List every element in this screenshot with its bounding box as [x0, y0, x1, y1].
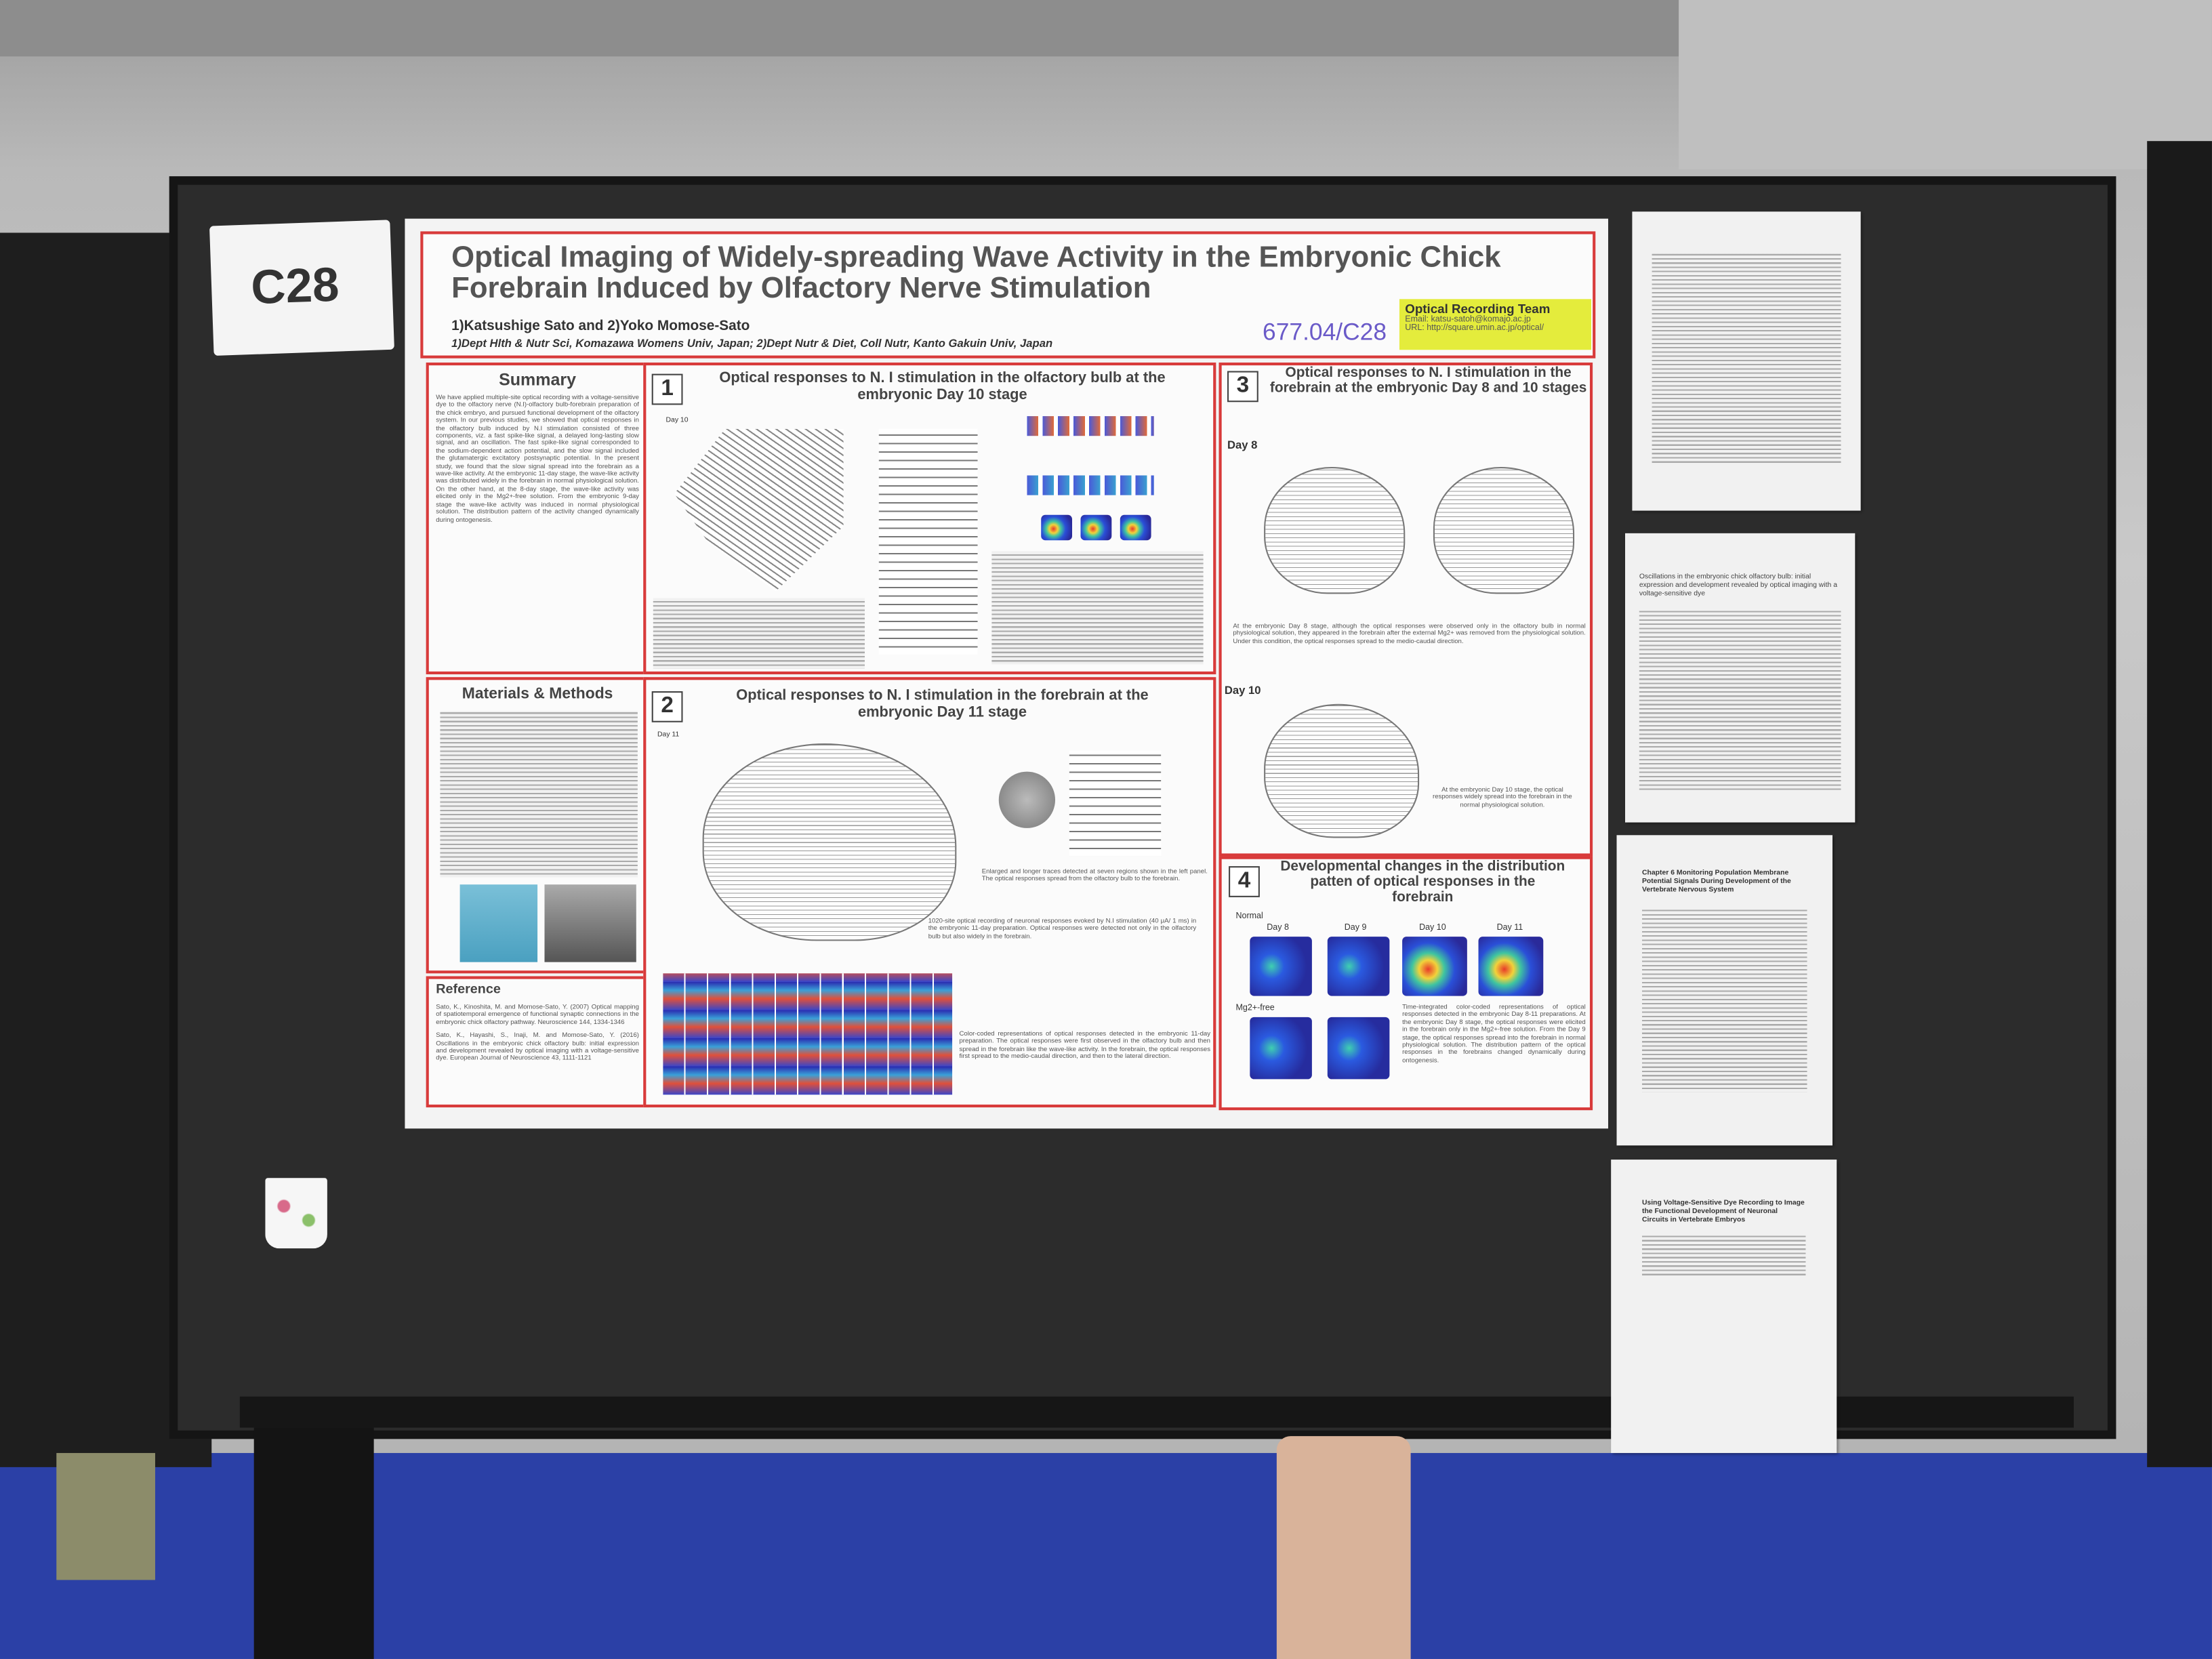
handout-text: [1639, 609, 1841, 793]
panel-title: Optical responses to N. I stimulation in…: [719, 369, 1166, 404]
panel-2: 2 Optical responses to N. I stimulation …: [643, 677, 1216, 1108]
summary-box: Summary We have applied multiple-site op…: [426, 362, 649, 675]
caption: 1020-site optical recording of neuronal …: [928, 917, 1197, 939]
color-map-strip: [1027, 416, 1154, 436]
traces: [878, 428, 978, 655]
column-label: Day 8: [1267, 924, 1289, 933]
column-label: Day 11: [1496, 924, 1523, 933]
person-left: [253, 1427, 374, 1659]
booth-label: C28: [250, 258, 340, 315]
heatmap: [1327, 937, 1390, 996]
methods-text: [440, 711, 638, 878]
column-label: Day 9: [1344, 924, 1367, 933]
summary-heading: Summary: [499, 369, 577, 390]
trace-map: [1433, 467, 1575, 594]
trace-map: [702, 743, 957, 941]
photo: [459, 884, 538, 962]
heatmap: [1041, 514, 1073, 541]
reference-item: Sato, K., Kinoshita, M. and Momose-Sato,…: [436, 1003, 639, 1025]
handout-title: Using Voltage-Sensitive Dye Recording to…: [1641, 1199, 1805, 1225]
brain-photo: [998, 771, 1056, 828]
wall: [1679, 0, 2212, 169]
caption-text: [991, 551, 1204, 665]
handout-title: Oscillations in the embryonic chick olfa…: [1639, 573, 1838, 598]
summary-text: We have applied multiple-site optical re…: [436, 393, 639, 523]
handout-text: [1641, 908, 1807, 1092]
heatmap: [1402, 937, 1467, 996]
right-board: [2147, 141, 2212, 1467]
day-label: Day 10: [665, 416, 689, 425]
panel-title: Developmental changes in the distributio…: [1280, 859, 1565, 906]
caption-text: [653, 598, 865, 669]
title-box: Optical Imaging of Widely-spreading Wave…: [420, 231, 1596, 359]
handout: Chapter 6 Monitoring Population Membrane…: [1616, 835, 1832, 1146]
handout-title: Chapter 6 Monitoring Population Membrane…: [1641, 869, 1791, 895]
reference-item: Sato, K., Hayashi, S., Inaji, M. and Mom…: [436, 1031, 639, 1062]
handout-text: [1641, 1235, 1806, 1278]
panel-4: 4 Developmental changes in the distribut…: [1218, 856, 1593, 1111]
team-url: URL: http://square.umin.ac.jp/optical/: [1405, 324, 1544, 333]
panel-1: 1 Optical responses to N. I stimulation …: [643, 362, 1216, 675]
row-label: Mg2+-free: [1235, 1004, 1275, 1013]
panel-title: Optical responses to N. I stimulation in…: [1269, 365, 1587, 396]
traces: [1069, 750, 1162, 857]
heatmap: [1120, 514, 1151, 541]
handout: [1632, 211, 1861, 511]
handout: Using Voltage-Sensitive Dye Recording to…: [1611, 1160, 1837, 1454]
heatmap: [1327, 1017, 1390, 1080]
booth-card: C28: [209, 220, 394, 356]
team-name: Optical Recording Team: [1405, 302, 1551, 316]
row-label: Normal: [1235, 912, 1263, 922]
caption: Color-coded representations of optical r…: [959, 1029, 1211, 1060]
reference-box: Reference Sato, K., Kinoshita, M. and Mo…: [426, 976, 649, 1108]
column-label: Day 10: [1419, 924, 1446, 933]
authors: 1)Katsushige Sato and 2)Yoko Momose-Sato: [451, 319, 750, 335]
methods-heading: Materials & Methods: [462, 685, 613, 703]
person-legs: [1276, 1436, 1411, 1659]
day-label: Day 10: [1224, 684, 1261, 697]
trace-map: [1264, 467, 1406, 594]
team-box: Optical Recording Team Email: katsu-sato…: [1399, 299, 1592, 350]
handout: Oscillations in the embryonic chick olfa…: [1625, 533, 1856, 823]
panel-number: 4: [1229, 866, 1260, 897]
person-far: [56, 1453, 155, 1580]
day-label: Day 8: [1227, 438, 1258, 452]
heatmap: [1080, 514, 1112, 541]
reference-heading: Reference: [436, 981, 501, 998]
caption: At the embryonic Day 10 stage, the optic…: [1433, 785, 1572, 808]
panel-3: 3 Optical responses to N. I stimulation …: [1218, 362, 1593, 857]
heatmap: [1250, 1017, 1312, 1080]
poster-number: 677.04/C28: [1263, 319, 1387, 346]
caption: Enlarged and longer traces detected at s…: [981, 867, 1208, 882]
cup: [265, 1178, 327, 1249]
caption: Time-integrated color-coded representati…: [1402, 1003, 1586, 1064]
poster-title: Optical Imaging of Widely-spreading Wave…: [451, 241, 1501, 305]
methods-box: Materials & Methods: [426, 677, 649, 974]
panel-number: 3: [1227, 371, 1258, 403]
handout-text: [1652, 253, 1841, 466]
heatmap: [1478, 937, 1544, 996]
affiliations: 1)Dept Hlth & Nutr Sci, Komazawa Womens …: [451, 337, 1053, 350]
caption: At the embryonic Day 8 stage, although t…: [1233, 621, 1586, 644]
panel-number: 2: [651, 691, 683, 722]
trace-map: [1264, 703, 1420, 838]
heatmap-grid: [663, 973, 953, 1095]
day-label: Day 11: [657, 731, 680, 739]
trace-array: [674, 428, 844, 592]
panel-number: 1: [651, 373, 683, 405]
panel-title: Optical responses to N. I stimulation in…: [736, 687, 1149, 721]
color-map-strip: [1027, 475, 1154, 495]
heatmap: [1250, 937, 1312, 996]
photo: [544, 884, 636, 962]
team-email: Email: katsu-satoh@komajo.ac.jp: [1405, 316, 1531, 325]
